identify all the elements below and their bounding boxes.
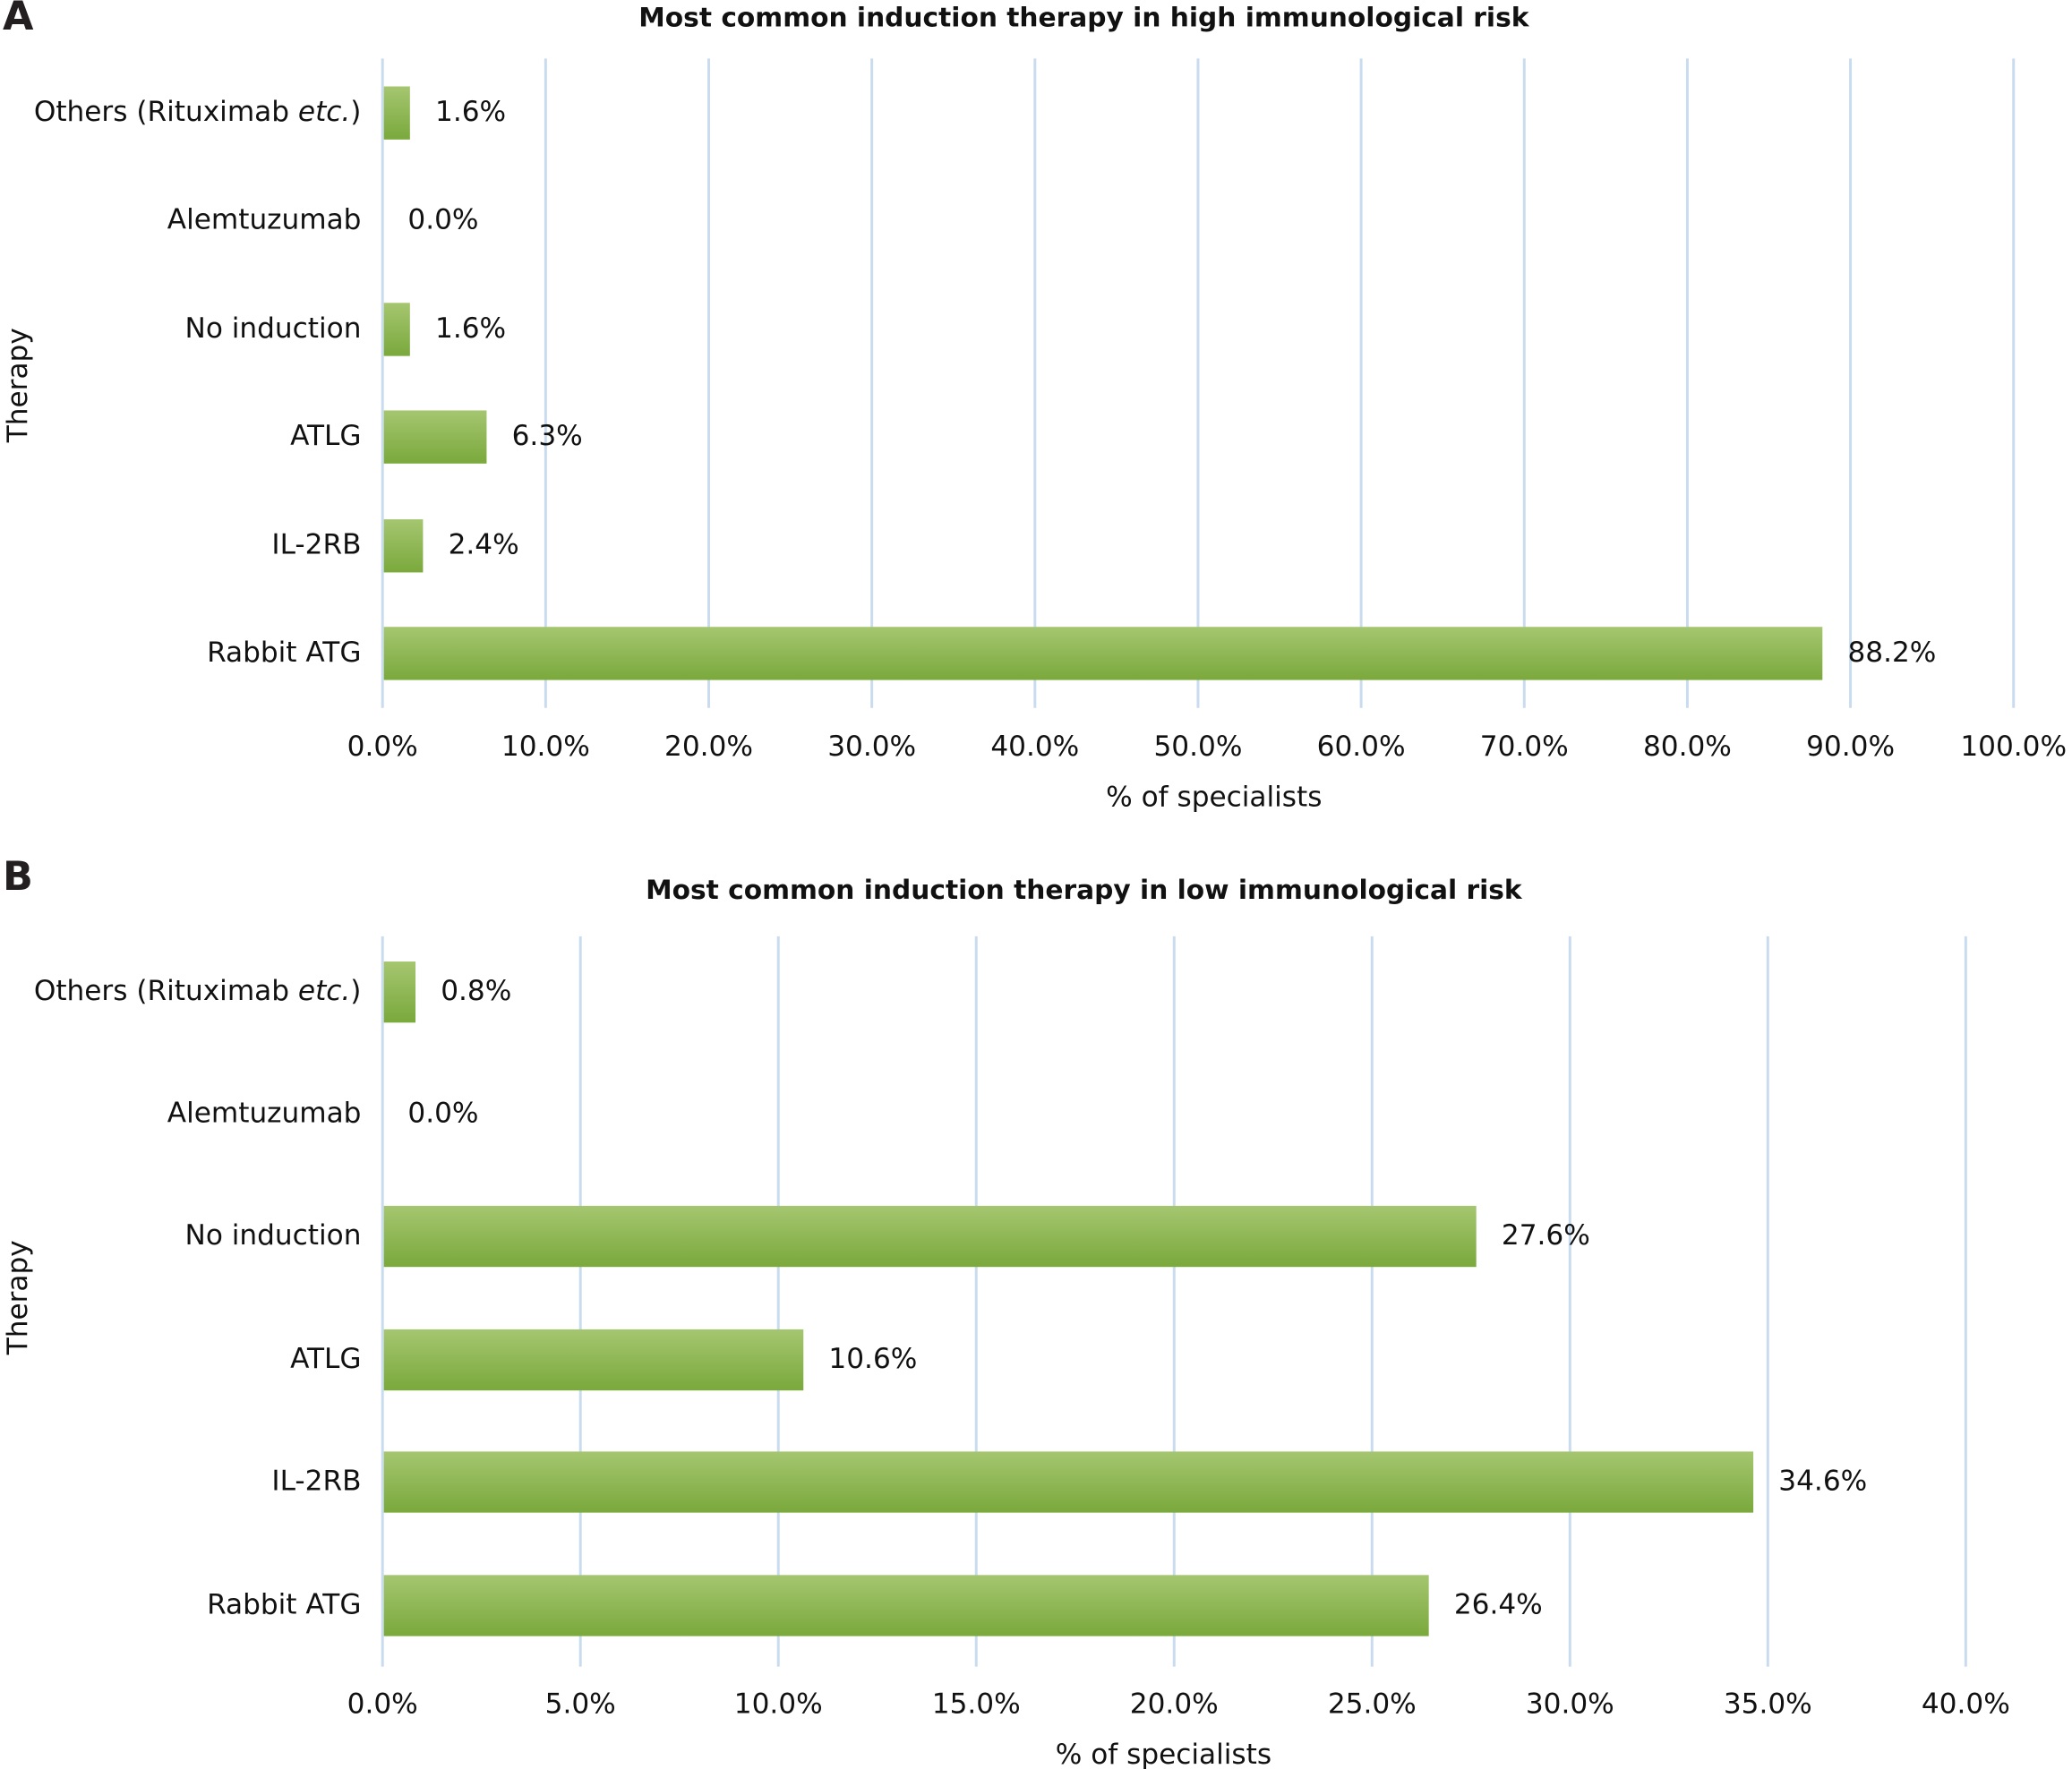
x-tick-label: 50.0% [1153, 731, 1242, 763]
y-tick-label: No induction [185, 1219, 362, 1252]
y-tick-label: IL-2RB [271, 1466, 361, 1498]
x-tick-label: 10.0% [501, 731, 590, 763]
x-axis-label: % of specialists [1056, 1739, 1271, 1769]
x-tick-label: 40.0% [990, 731, 1079, 763]
y-tick-label: IL-2RB [271, 529, 361, 561]
bar [383, 86, 410, 140]
data-label: 1.6% [435, 312, 506, 345]
y-axis-label: Therapy [2, 1240, 34, 1355]
data-label: 26.4% [1454, 1588, 1543, 1620]
x-tick-label: 5.0% [545, 1688, 616, 1721]
x-tick-label: 20.0% [1130, 1688, 1219, 1721]
chart-panel-a: A Most common induction therapy in high i… [2, 0, 2067, 814]
y-axis-label: Therapy [2, 328, 34, 443]
panel-label: A [3, 0, 34, 39]
y-tick-label: ATLG [290, 1343, 361, 1375]
chart-panel-b: B Most common induction therapy in low im… [2, 854, 2010, 1769]
x-tick-label: 25.0% [1328, 1688, 1417, 1721]
bar [383, 303, 410, 356]
bar [383, 519, 424, 573]
bar [383, 1329, 804, 1391]
y-tick-label: Alemtuzumab [167, 1098, 362, 1130]
data-label: 27.6% [1502, 1219, 1590, 1252]
x-tick-label: 80.0% [1643, 731, 1732, 763]
data-label: 0.8% [441, 975, 511, 1007]
x-tick-label: 20.0% [664, 731, 753, 763]
x-tick-label: 60.0% [1317, 731, 1406, 763]
panel-label: B [3, 854, 33, 900]
x-tick-label: 35.0% [1724, 1688, 1812, 1721]
data-label: 88.2% [1847, 637, 1936, 669]
y-tick-label: Alemtuzumab [167, 203, 362, 235]
x-tick-label: 15.0% [932, 1688, 1021, 1721]
y-tick-label: Rabbit ATG [207, 1588, 361, 1620]
y-tick-label: ATLG [290, 420, 361, 452]
x-axis-label: % of specialists [1106, 782, 1322, 814]
data-label: 34.6% [1778, 1466, 1867, 1498]
data-label: 10.6% [828, 1343, 917, 1375]
y-tick-label: Others (Rituximab etc.) [34, 96, 362, 128]
data-label: 0.0% [407, 203, 478, 235]
y-tick-label: Rabbit ATG [207, 637, 361, 669]
data-label: 0.0% [407, 1098, 478, 1130]
x-tick-label: 0.0% [347, 1688, 418, 1721]
x-tick-label: 0.0% [347, 731, 418, 763]
bar [383, 410, 487, 464]
data-label: 1.6% [435, 96, 506, 128]
x-tick-label: 30.0% [1526, 1688, 1614, 1721]
chart-title: Most common induction therapy in low imm… [646, 874, 1523, 905]
bar [383, 1205, 1477, 1268]
x-tick-label: 100.0% [1960, 731, 2067, 763]
bar [383, 961, 416, 1023]
bar [383, 1451, 1754, 1513]
bar [383, 627, 1823, 680]
y-tick-label: Others (Rituximab etc.) [34, 975, 362, 1007]
x-tick-label: 30.0% [827, 731, 916, 763]
x-tick-label: 70.0% [1480, 731, 1569, 763]
data-label: 6.3% [512, 420, 583, 452]
y-tick-label: No induction [185, 312, 362, 345]
x-tick-label: 40.0% [1922, 1688, 2010, 1721]
x-tick-label: 90.0% [1806, 731, 1895, 763]
chart-title: Most common induction therapy in high im… [638, 1, 1529, 32]
bar [383, 1575, 1429, 1637]
data-label: 2.4% [449, 529, 519, 561]
x-tick-label: 10.0% [734, 1688, 823, 1721]
